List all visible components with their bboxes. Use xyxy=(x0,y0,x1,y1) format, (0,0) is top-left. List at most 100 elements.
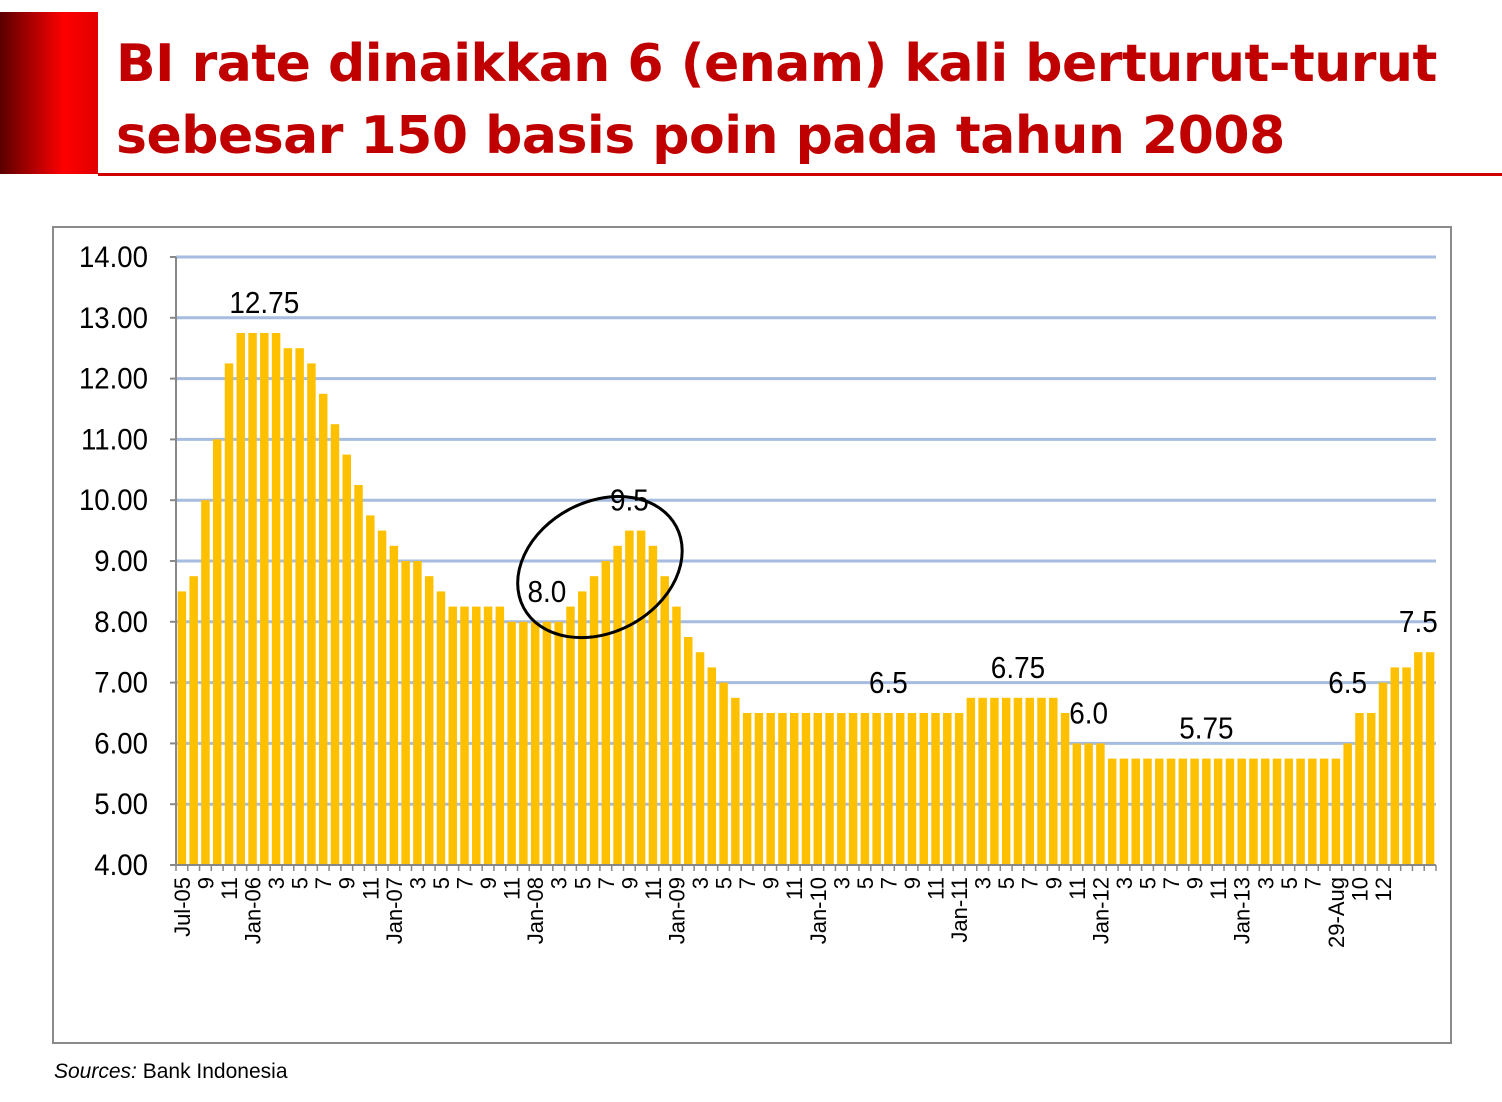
x-tick-label: 7 xyxy=(1300,877,1325,889)
bar xyxy=(789,713,799,865)
bar xyxy=(413,561,422,865)
bar xyxy=(201,500,210,865)
bar xyxy=(318,393,328,865)
bar xyxy=(1319,758,1329,865)
x-tick-label: 3 xyxy=(1253,877,1278,889)
y-tick-label: 9.00 xyxy=(94,545,148,578)
bar xyxy=(519,621,528,865)
y-tick-label: 13.00 xyxy=(79,302,148,335)
bar xyxy=(954,713,964,865)
y-tick-label: 5.00 xyxy=(94,788,148,821)
x-tick-label: 5 xyxy=(712,877,737,889)
bar xyxy=(1131,758,1140,865)
bar xyxy=(719,682,728,865)
x-tick-label: 7 xyxy=(1159,877,1184,889)
x-tick-label: 11 xyxy=(1206,877,1231,900)
bar xyxy=(295,348,304,865)
title-underline xyxy=(98,173,1502,176)
x-tick-label: 12 xyxy=(1371,877,1396,901)
bar xyxy=(354,485,363,865)
x-tick-label: 11 xyxy=(924,877,949,900)
bar xyxy=(825,713,834,865)
bar xyxy=(377,530,387,865)
bar xyxy=(212,439,222,865)
y-tick-label: 8.00 xyxy=(94,606,148,639)
x-tick-label: 11 xyxy=(1065,877,1090,900)
bar xyxy=(1037,697,1046,865)
bar xyxy=(813,713,823,865)
x-tick-label: 9 xyxy=(1183,877,1208,889)
x-tick-label: 10 xyxy=(1347,877,1372,901)
bar xyxy=(1284,758,1294,865)
bar xyxy=(860,713,870,865)
bar xyxy=(460,606,469,865)
x-tick-label: 9 xyxy=(193,877,218,889)
bar xyxy=(766,713,775,865)
x-tick-label: 9 xyxy=(759,877,784,889)
x-tick-label: 9 xyxy=(617,877,642,889)
bar xyxy=(1261,758,1270,865)
x-tick-label: Jan-13 xyxy=(1230,877,1255,944)
x-tick-label: 11 xyxy=(782,877,807,900)
bar xyxy=(260,333,269,865)
bar xyxy=(189,576,198,865)
bar xyxy=(754,713,764,865)
data-label: 12.75 xyxy=(229,286,299,321)
bar xyxy=(660,576,669,865)
bar xyxy=(895,713,905,865)
bar xyxy=(578,591,587,865)
x-tick-label: 5 xyxy=(1135,877,1160,889)
bar xyxy=(1190,758,1199,865)
bar xyxy=(778,713,787,865)
x-tick-label: 11 xyxy=(358,877,383,900)
bar xyxy=(530,621,540,865)
bar xyxy=(1143,758,1152,865)
x-tick-label: 29-Aug xyxy=(1324,877,1349,948)
bar xyxy=(707,667,717,865)
x-tick-label: 9 xyxy=(335,877,360,889)
data-label: 7.5 xyxy=(1399,605,1438,640)
x-tick-label: Jan-10 xyxy=(806,877,831,944)
data-label: 6.75 xyxy=(991,650,1045,685)
bar xyxy=(1060,713,1070,865)
x-tick-label: 11 xyxy=(217,877,242,900)
bar xyxy=(248,333,257,865)
bar xyxy=(566,606,575,865)
bar xyxy=(1001,697,1011,865)
bar xyxy=(613,545,622,865)
chart-frame: 4.00 5.00 6.00 7.00 8.00 9.00 10.00 11.00 12.00 1… xyxy=(52,226,1452,1044)
bar xyxy=(943,713,952,865)
bar xyxy=(848,713,858,865)
x-tick-label: 9 xyxy=(900,877,925,889)
bar xyxy=(366,515,375,865)
bar xyxy=(731,697,740,865)
bar xyxy=(742,713,752,865)
y-tick-label: 12.00 xyxy=(79,363,148,396)
y-tick-label: 14.00 xyxy=(79,241,148,274)
bar xyxy=(424,576,434,865)
bar xyxy=(1249,758,1258,865)
bar xyxy=(542,621,552,865)
x-tick-label: 5 xyxy=(1277,877,1302,889)
x-tick-label: 3 xyxy=(547,877,572,889)
bar xyxy=(990,697,999,865)
bar xyxy=(283,348,293,865)
bar xyxy=(554,621,563,865)
x-tick-label: Jan-06 xyxy=(241,877,266,944)
bar xyxy=(1119,758,1129,865)
bar xyxy=(483,606,493,865)
data-label: 6.0 xyxy=(1069,696,1108,731)
bar xyxy=(330,424,340,865)
y-tick-label: 7.00 xyxy=(94,667,148,700)
bar xyxy=(1072,743,1082,865)
bar xyxy=(978,697,987,865)
source-text: Bank Indonesia xyxy=(142,1060,288,1083)
bar xyxy=(1049,697,1058,865)
bar xyxy=(507,621,516,865)
bar xyxy=(1296,758,1305,865)
title-accent-block xyxy=(0,12,98,174)
bar xyxy=(907,713,917,865)
bar xyxy=(1213,758,1223,865)
bar xyxy=(1402,667,1411,865)
x-tick-label: Jan-07 xyxy=(382,877,407,944)
